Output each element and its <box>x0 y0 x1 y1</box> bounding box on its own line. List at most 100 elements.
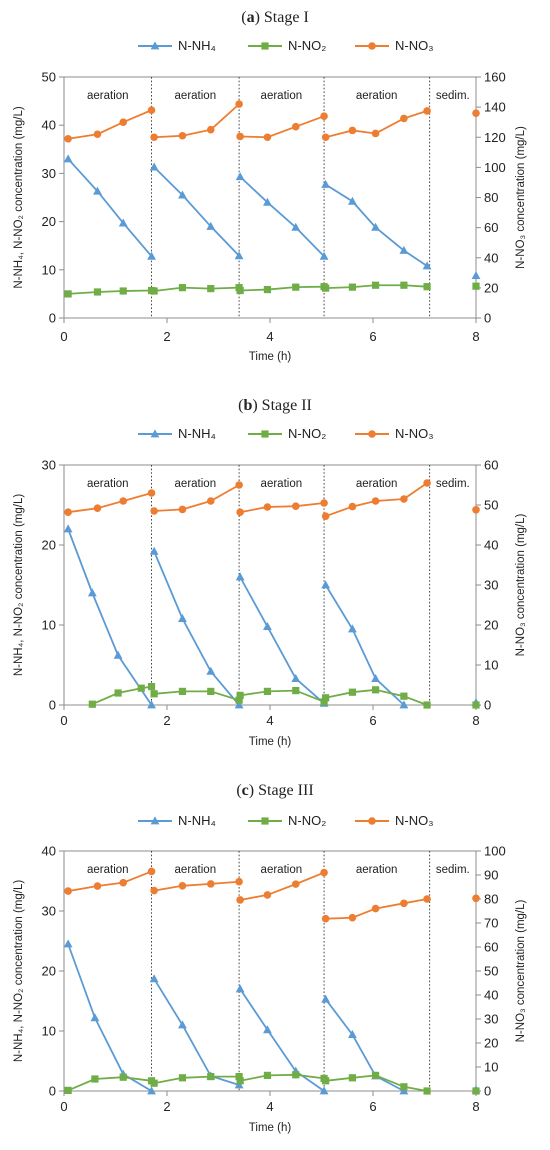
plot-area <box>63 850 477 1092</box>
series-line-no3 <box>67 492 152 514</box>
phase-label: aeration <box>87 90 129 102</box>
data-point-no2 <box>263 687 272 695</box>
legend-label-no3: N-NO₃ <box>395 38 434 53</box>
y-right-tick-label: 10 <box>484 1060 498 1075</box>
series-line-nh4 <box>324 584 405 706</box>
data-point-no2 <box>292 687 300 695</box>
x-axis-label: Time (h) <box>249 736 292 748</box>
series-line-no3 <box>239 871 325 901</box>
legend-item-nh4: N-NH₄ <box>138 813 216 828</box>
data-point-no3 <box>291 122 300 131</box>
data-point-no3 <box>119 878 128 887</box>
data-point-nh4 <box>93 186 102 195</box>
series-line-no3 <box>240 115 325 139</box>
legend-item-nh4: N-NH₄ <box>138 426 216 441</box>
x-tick-label: 2 <box>163 713 170 728</box>
series-line-nh4 <box>239 176 325 257</box>
data-point-no3 <box>320 499 328 507</box>
y-right-tick-label: 10 <box>484 658 498 673</box>
data-point-no2 <box>320 698 328 706</box>
phase-label: aeration <box>175 90 217 102</box>
data-point-no3 <box>235 481 243 489</box>
phase-label: sedim. <box>436 90 470 102</box>
x-tick-label: 0 <box>60 329 67 344</box>
y-right-tick-label: 160 <box>484 70 506 85</box>
data-point-nh4 <box>234 1080 244 1089</box>
data-point-no2 <box>472 701 480 709</box>
series-line-nh4 <box>67 158 153 257</box>
data-point-no2 <box>371 686 380 694</box>
data-point-nh4 <box>263 622 272 630</box>
data-point-no3 <box>235 877 243 886</box>
y-left-tick-label: 40 <box>42 118 56 133</box>
series-no3 <box>64 100 480 143</box>
data-point-nh4 <box>235 172 245 181</box>
series-line-nh4 <box>67 943 153 1092</box>
legend-label-no2: N-NO₂ <box>288 426 326 441</box>
y-left-tick-label: 30 <box>42 166 56 181</box>
data-point-no3 <box>371 129 380 138</box>
data-point-no2 <box>236 691 244 699</box>
data-point-no3 <box>64 508 72 516</box>
data-point-no2 <box>400 1083 408 1091</box>
y-right-tick-label: 140 <box>484 100 506 115</box>
data-point-no2 <box>371 281 380 289</box>
data-point-nh4 <box>90 1013 100 1022</box>
data-point-no2 <box>348 688 356 696</box>
data-point-no2 <box>263 285 272 294</box>
data-point-no3 <box>400 495 408 503</box>
data-point-no3 <box>178 131 187 140</box>
series-line-no3 <box>67 109 152 140</box>
data-point-no3 <box>400 114 408 123</box>
y-left-tick-label: 0 <box>49 311 56 326</box>
data-point-no2 <box>88 700 96 708</box>
data-point-no3 <box>236 896 244 904</box>
data-point-nh4 <box>399 700 409 709</box>
data-point-no3 <box>119 118 128 126</box>
series-line-no2 <box>68 289 152 295</box>
phase-label: sedim. <box>436 864 470 876</box>
data-point-no2 <box>91 1075 99 1083</box>
data-point-no2 <box>207 1073 215 1081</box>
y-left-tick-label: 50 <box>42 70 56 85</box>
phase-label: aeration <box>356 90 398 102</box>
legend-marker-nh4 <box>150 816 160 825</box>
y-right-tick-label: 60 <box>484 220 498 235</box>
legend: N-NH₄ N-NO₂ N-NO₃ <box>138 813 434 828</box>
legend: N-NH₄ N-NO₂ N-NO₃ <box>138 38 434 53</box>
y-right-tick-label: 50 <box>484 964 498 979</box>
y-left-tick-label: 20 <box>42 214 56 229</box>
data-point-no2 <box>263 1071 272 1079</box>
y-left-tick-label: 30 <box>42 904 56 919</box>
legend-item-no3: N-NO₃ <box>355 38 434 53</box>
legend-marker-nh4 <box>150 429 160 438</box>
data-point-no3 <box>423 479 431 487</box>
data-point-no3 <box>93 130 102 139</box>
series-line-nh4 <box>239 576 325 705</box>
x-tick-label: 2 <box>163 1099 170 1114</box>
data-point-no2 <box>64 1086 72 1094</box>
x-tick-label: 0 <box>60 713 67 728</box>
data-point-no2 <box>114 689 122 697</box>
phase-label: aeration <box>175 864 217 876</box>
data-point-no3 <box>236 132 244 141</box>
legend-item-nh4: N-NH₄ <box>138 38 216 53</box>
x-tick-label: 8 <box>472 329 479 344</box>
series-line-no2 <box>240 285 325 292</box>
chart-panel-2: (b) Stage II N-NH₄ N-NO₂ N-NO₃ aeration aerat… <box>13 397 527 748</box>
series-line-no3 <box>153 880 240 892</box>
data-point-nh4 <box>399 245 409 254</box>
legend-label-no3: N-NO₃ <box>395 813 434 828</box>
data-point-no2 <box>292 1071 300 1079</box>
data-point-nh4 <box>206 221 216 230</box>
data-point-nh4 <box>63 154 73 163</box>
data-point-nh4 <box>234 251 244 260</box>
phase-label: aeration <box>356 478 398 490</box>
data-point-no3 <box>423 895 431 903</box>
data-point-nh4 <box>63 524 73 533</box>
phase-label: aeration <box>87 864 129 876</box>
x-tick-label: 0 <box>60 1099 67 1114</box>
series-no3 <box>64 479 480 520</box>
data-point-no3 <box>472 506 480 514</box>
legend-marker-no3 <box>368 42 376 50</box>
